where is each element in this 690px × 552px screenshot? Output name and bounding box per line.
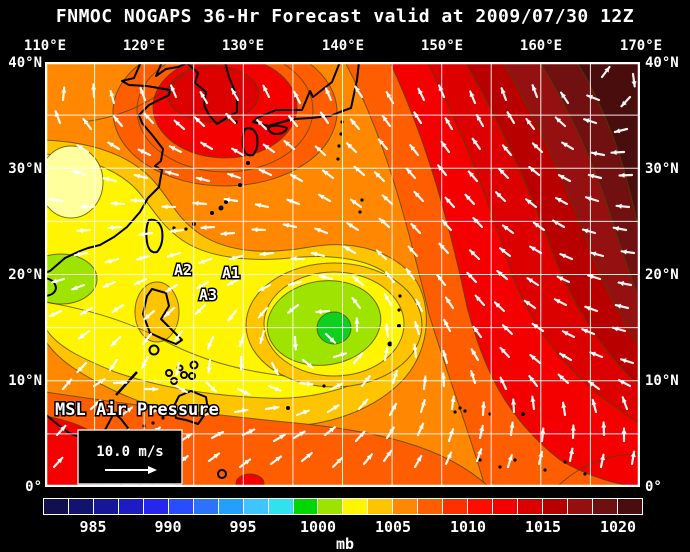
lat-label-left-40n: 40°N <box>8 55 42 71</box>
coastline-shikoku <box>267 124 288 135</box>
colorbar-tick-1005: 1005 <box>374 518 412 536</box>
colorbar-cell <box>617 499 642 514</box>
colorbar-tick-990: 990 <box>154 518 182 536</box>
colorbar-tick-1015: 1015 <box>524 518 562 536</box>
colorbar-cell <box>368 499 394 514</box>
coastline-mindanao <box>172 390 209 425</box>
colorbar-cell <box>168 499 194 514</box>
lon-label-140e: 140°E <box>321 38 365 54</box>
colorbar-cell <box>443 499 469 514</box>
korea-darkred-core <box>166 65 260 123</box>
colorbar-cell <box>493 499 519 514</box>
colorbar-cell <box>318 499 344 514</box>
colorbar-tick-1010: 1010 <box>449 518 487 536</box>
map-annotations: A2 A1 A3 MSL Air Pressure 10.0 m/s <box>54 260 242 485</box>
colorbar-cell <box>393 499 419 514</box>
lon-label-110e: 110°E <box>23 38 67 54</box>
wind-scale-box <box>77 429 183 485</box>
colorbar-cell <box>143 499 169 514</box>
colorbar-cell <box>193 499 219 514</box>
storm-label-a1: A1 <box>222 264 240 282</box>
wind-arrows-layer <box>48 65 637 469</box>
colorbar-cell <box>592 499 618 514</box>
colorbar-tick-995: 995 <box>229 518 257 536</box>
lat-label-right-0: 0° <box>645 479 662 495</box>
lat-label-left-20n: 20°N <box>8 267 42 283</box>
wind-arrow-shafts <box>48 65 636 469</box>
lon-label-150e: 150°E <box>420 38 464 54</box>
isobar-lines <box>45 62 640 487</box>
colorbar-tick-1000: 1000 <box>299 518 337 536</box>
colorbar-cell <box>543 499 569 514</box>
lat-label-right-40n: 40°N <box>645 55 679 71</box>
coastline-kyushu <box>241 127 259 157</box>
lat-label-right-30n: 30°N <box>645 161 679 177</box>
lat-label-left-30n: 30°N <box>8 161 42 177</box>
field-label: MSL Air Pressure <box>55 400 219 420</box>
coastline-halmahera <box>217 469 227 479</box>
wind-scale-label: 10.0 m/s <box>96 444 163 460</box>
colorbar-tick-1020: 1020 <box>599 518 637 536</box>
colorbar-cell <box>218 499 244 514</box>
latlon-grid <box>45 62 640 487</box>
forecast-map: A2 A1 A3 MSL Air Pressure 10.0 m/s <box>45 62 640 487</box>
colorbar-cell <box>518 499 544 514</box>
lime-cell-west <box>45 253 98 305</box>
colorbar-cell <box>418 499 444 514</box>
colorbar-cell <box>293 499 319 514</box>
colorbar-cell <box>68 499 94 514</box>
colorbar-cell <box>243 499 269 514</box>
colorbar-cell <box>93 499 119 514</box>
colorbar-cell <box>118 499 144 514</box>
lon-label-160e: 160°E <box>519 38 563 54</box>
coastline-china <box>45 62 171 274</box>
storm-label-a2: A2 <box>174 261 192 279</box>
storm-label-a3: A3 <box>199 286 217 304</box>
lon-label-170e: 170°E <box>619 38 663 54</box>
wind-scale-arrow-icon <box>105 466 157 474</box>
map-border <box>45 62 640 487</box>
colorbar-tick-985: 985 <box>79 518 107 536</box>
pressure-colorbar <box>43 498 643 515</box>
pressure-field-svg: A2 A1 A3 MSL Air Pressure 10.0 m/s <box>45 62 640 487</box>
colorbar-cell <box>268 499 294 514</box>
lat-label-left-0: 0° <box>25 479 42 495</box>
colorbar-cell <box>568 499 593 514</box>
lon-label-130e: 130°E <box>221 38 265 54</box>
colorbar-cell <box>468 499 494 514</box>
colorbar-cell <box>343 499 369 514</box>
page-title: FNMOC NOGAPS 36-Hr Forecast valid at 200… <box>55 6 635 27</box>
wind-scale-legend: 10.0 m/s <box>77 429 183 485</box>
colorbar-cell <box>44 499 69 514</box>
lon-label-120e: 120°E <box>122 38 166 54</box>
lat-label-left-10n: 10°N <box>8 373 42 389</box>
lat-label-right-10n: 10°N <box>645 373 679 389</box>
island-mindoro <box>148 344 160 356</box>
lat-label-right-20n: 20°N <box>645 267 679 283</box>
coastline-hainan <box>45 277 57 297</box>
colorbar-unit: mb <box>335 535 355 552</box>
